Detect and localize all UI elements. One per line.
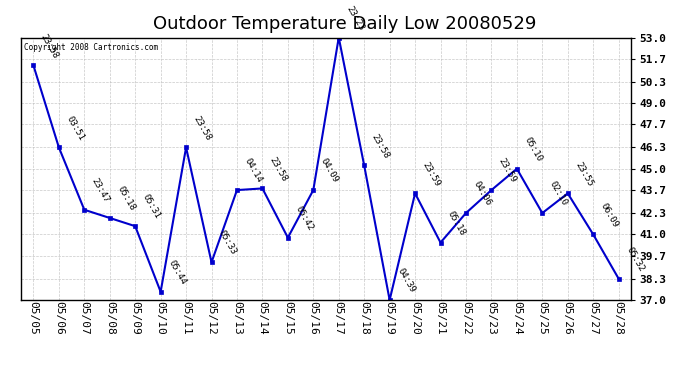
Text: 23:23: 23:23 [344,4,366,32]
Text: 04:39: 04:39 [395,267,417,294]
Text: 05:18: 05:18 [115,184,137,212]
Text: 23:59: 23:59 [497,157,518,184]
Text: 05:18: 05:18 [446,209,467,237]
Text: 23:58: 23:58 [39,32,60,60]
Text: 23:55: 23:55 [573,160,595,188]
Text: 05:33: 05:33 [217,229,238,257]
Text: 04:14: 04:14 [242,157,264,184]
Text: 05:42: 05:42 [293,204,315,232]
Text: 23:59: 23:59 [421,160,442,188]
Text: Outdoor Temperature Daily Low 20080529: Outdoor Temperature Daily Low 20080529 [153,15,537,33]
Text: 05:32: 05:32 [624,245,645,273]
Text: 05:31: 05:31 [141,193,162,220]
Text: 04:09: 04:09 [319,157,340,184]
Text: 05:10: 05:10 [522,135,544,163]
Text: Copyright 2008 Cartronics.com: Copyright 2008 Cartronics.com [23,43,158,52]
Text: 03:51: 03:51 [64,114,86,142]
Text: 23:58: 23:58 [370,132,391,160]
Text: 05:44: 05:44 [166,258,188,286]
Text: 23:58: 23:58 [192,114,213,142]
Text: 02:10: 02:10 [548,180,569,207]
Text: 23:47: 23:47 [90,176,111,204]
Text: 04:06: 04:06 [471,180,493,207]
Text: 06:09: 06:09 [599,201,620,229]
Text: 23:58: 23:58 [268,155,289,183]
